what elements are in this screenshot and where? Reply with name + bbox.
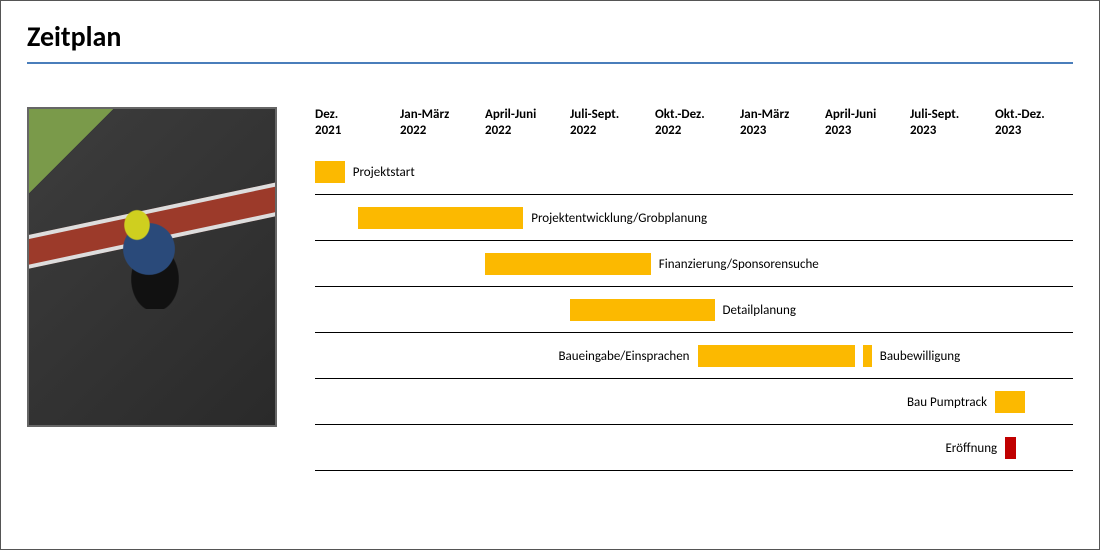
gantt-bar-label: Baueingabe/Einsprachen [558,345,697,367]
gantt-bar-label: Projektstart [345,161,415,183]
timeline-col-label: Okt.-Dez. 2023 [995,107,1045,140]
gantt-row: Eröffnung [315,425,1073,471]
timeline-col-label: April-Juni 2022 [485,107,536,140]
gantt-bar-label: Bau Pumptrack [907,391,995,413]
title-area: Zeitplan [1,1,1099,72]
gantt-row: Finanzierung/Sponsorensuche [315,241,1073,287]
gantt-bar-label: Detailplanung [715,299,796,321]
image-column [27,107,277,529]
gantt-bar-label: Finanzierung/Sponsorensuche [651,253,819,275]
timeline-col-label: Juli-Sept. 2022 [570,107,619,140]
gantt-bar [315,161,345,183]
timeline-header: Dez. 2021 Jan-März 2022 April-Juni 2022 Jul… [315,107,1073,149]
gantt-bar-label: Baubewilligung [872,345,961,367]
timeline-col-label: April-Juni 2023 [825,107,876,140]
timeline-col-label: Jan-März 2023 [740,107,789,140]
gantt-row: Bau Pumptrack [315,379,1073,425]
page-title: Zeitplan [27,19,1073,54]
gantt-bar [698,345,855,367]
gantt-bar [358,207,524,229]
gantt-bar [995,391,1025,413]
gantt-bar-label: Projektentwicklung/Grobplanung [523,207,707,229]
timeline-col-label: Dez. 2021 [315,107,341,140]
timeline-col-label: Okt.-Dez. 2022 [655,107,705,140]
gantt-bar [570,299,715,321]
slide: Zeitplan Dez. 2021 Jan-März 2022 April-Jun… [0,0,1100,550]
timeline-col-label: Jan-März 2022 [400,107,449,140]
gantt-row: Baueingabe/Einsprachen Baubewilligung [315,333,1073,379]
gantt-bar [485,253,651,275]
gantt-row: Projektentwicklung/Grobplanung [315,195,1073,241]
slide-body: Dez. 2021 Jan-März 2022 April-Juni 2022 Jul… [1,71,1099,549]
pumptrack-photo [27,107,277,427]
gantt-bar [863,345,872,367]
timeline-col-label: Juli-Sept. 2023 [910,107,959,140]
gantt-row: Projektstart [315,149,1073,195]
gantt-chart: Dez. 2021 Jan-März 2022 April-Juni 2022 Jul… [277,107,1073,529]
gantt-row: Detailplanung [315,287,1073,333]
gantt-bar [1005,437,1016,459]
title-underline [27,62,1073,64]
gantt-bar-label: Eröffnung [945,437,1005,459]
